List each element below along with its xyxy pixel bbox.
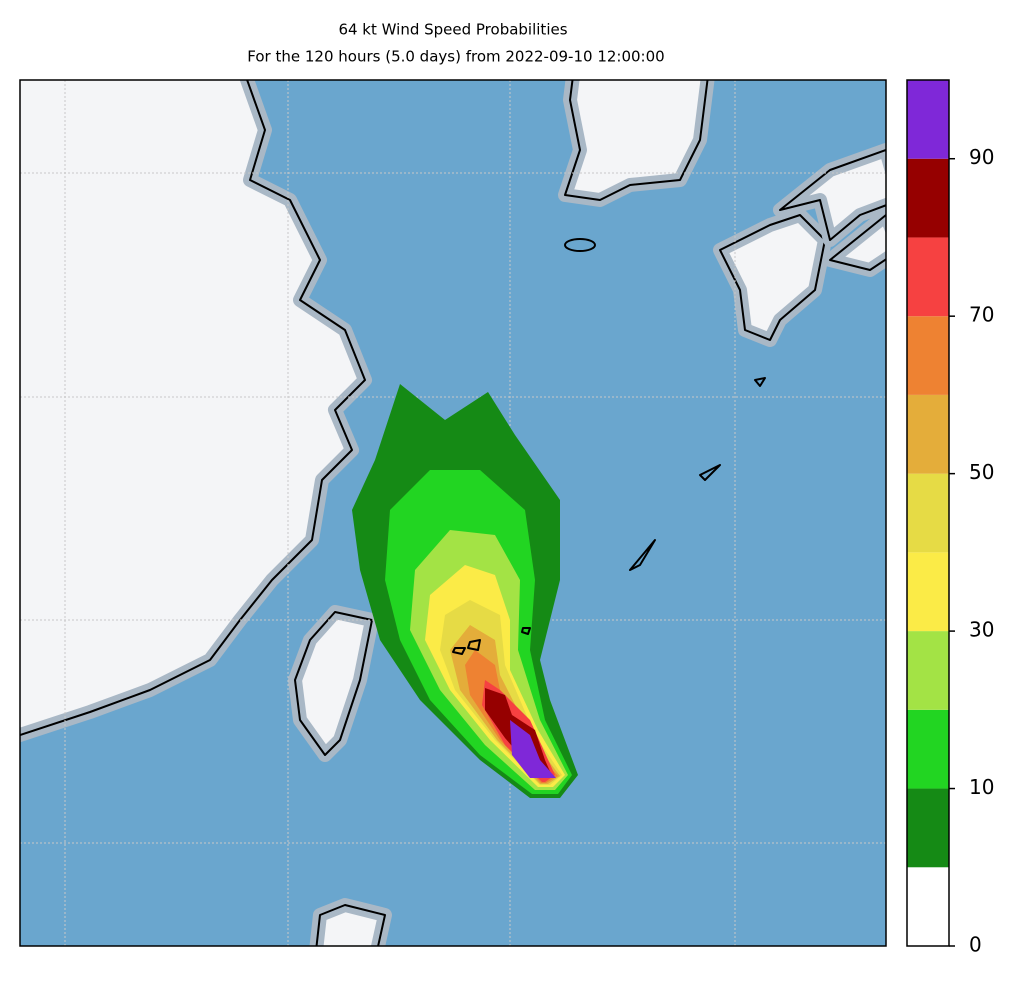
title: 64 kt Wind Speed Probabilities bbox=[338, 21, 567, 39]
colorbar-tick-label: 0 bbox=[969, 933, 982, 957]
colorbar-band bbox=[907, 237, 949, 317]
colorbar-tick-label: 30 bbox=[969, 618, 994, 642]
colorbar-band bbox=[907, 552, 949, 632]
colorbar-band bbox=[907, 473, 949, 553]
island bbox=[452, 647, 466, 655]
colorbar-tick-label: 90 bbox=[969, 145, 994, 169]
map-frame bbox=[19, 79, 887, 947]
island bbox=[467, 639, 481, 651]
colorbar-frame bbox=[906, 79, 950, 947]
contour bbox=[510, 720, 556, 778]
colorbar-band bbox=[907, 158, 949, 238]
subtitle: For the 120 hours (5.0 days) from 2022-0… bbox=[247, 48, 664, 66]
colorbar-band bbox=[907, 394, 949, 474]
map bbox=[20, 80, 886, 946]
colorbar-tick-label: 70 bbox=[969, 303, 994, 327]
colorbar-band bbox=[907, 80, 949, 159]
island bbox=[521, 627, 531, 635]
colorbar-band bbox=[907, 709, 949, 789]
colorbar: 0 10 30 50 70 90 bbox=[907, 80, 994, 957]
colorbar-band bbox=[907, 788, 949, 868]
colorbar-tick-label: 10 bbox=[969, 775, 994, 799]
colorbar-band bbox=[907, 316, 949, 395]
colorbar-tick-label: 50 bbox=[969, 460, 994, 484]
colorbar-band bbox=[907, 867, 949, 946]
colorbar-band bbox=[907, 631, 949, 710]
probability-contours bbox=[352, 384, 578, 798]
land bbox=[20, 80, 886, 946]
